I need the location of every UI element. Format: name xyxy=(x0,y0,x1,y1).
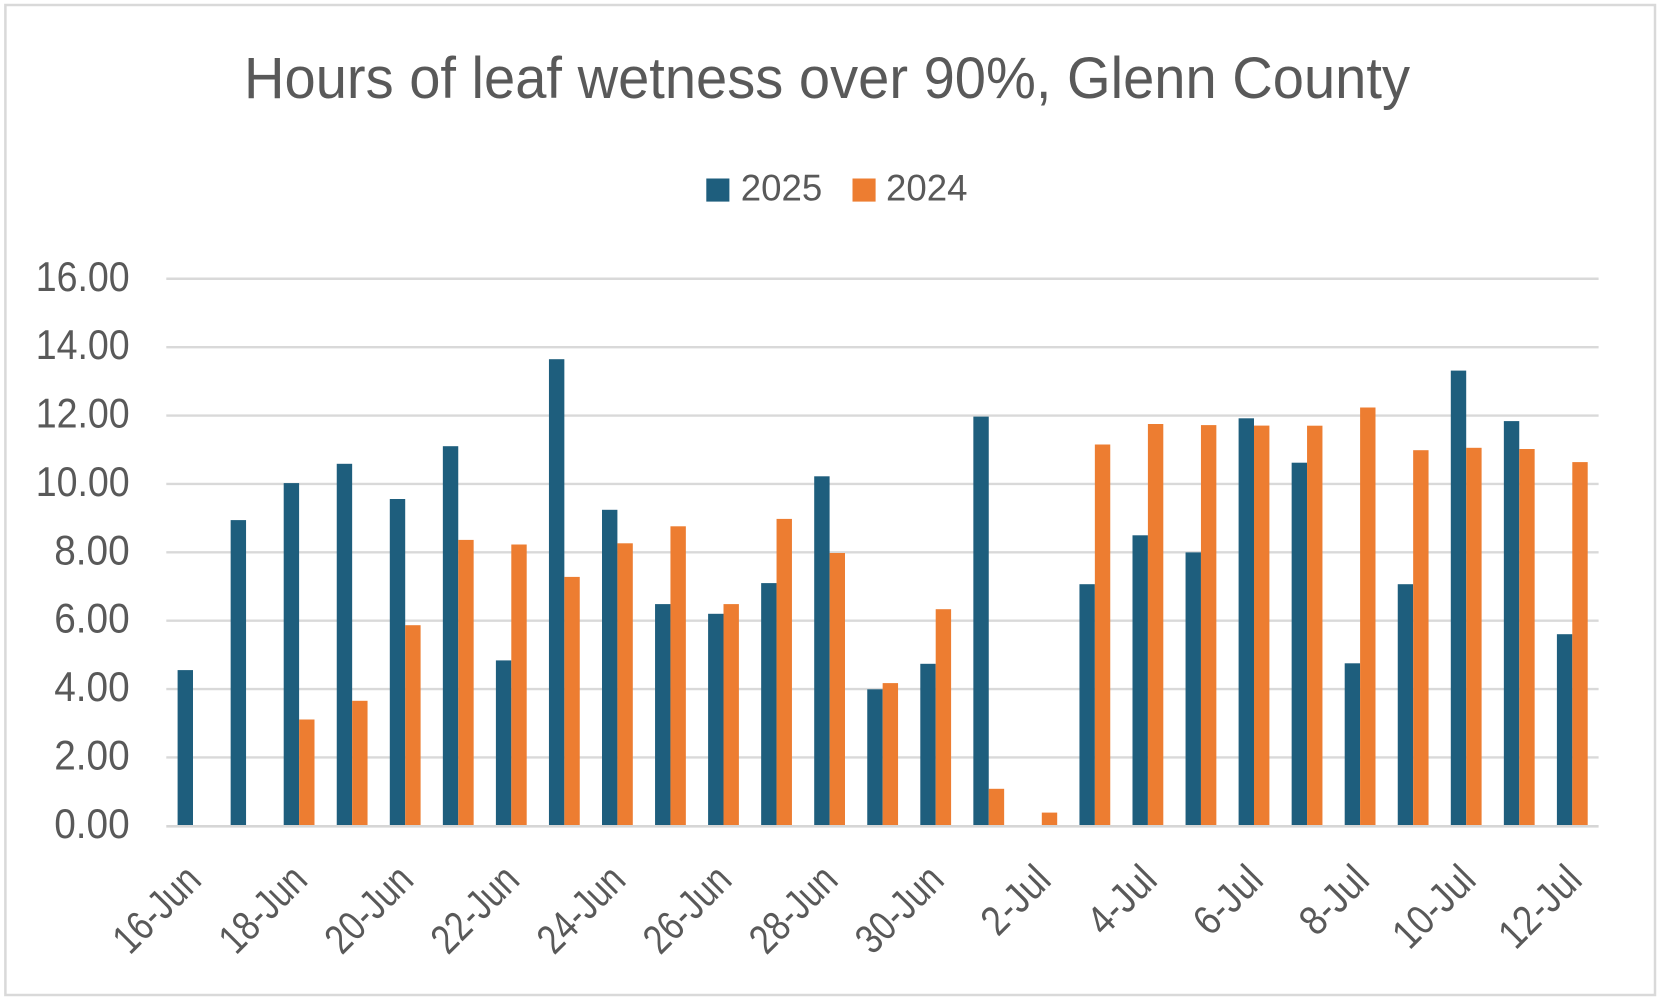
svg-text:2024: 2024 xyxy=(886,167,968,209)
svg-text:12.00: 12.00 xyxy=(36,390,130,437)
svg-text:16.00: 16.00 xyxy=(36,253,130,300)
svg-text:2025: 2025 xyxy=(741,167,823,209)
svg-text:6.00: 6.00 xyxy=(54,595,130,642)
svg-text:14.00: 14.00 xyxy=(36,321,130,368)
svg-text:8.00: 8.00 xyxy=(54,526,130,573)
svg-text:0.00: 0.00 xyxy=(54,800,130,847)
svg-text:2.00: 2.00 xyxy=(54,731,130,778)
svg-text:4.00: 4.00 xyxy=(54,663,130,710)
svg-text:10.00: 10.00 xyxy=(36,458,130,505)
svg-text:Hours of leaf wetness over 90%: Hours of leaf wetness over 90%, Glenn Co… xyxy=(244,46,1410,111)
